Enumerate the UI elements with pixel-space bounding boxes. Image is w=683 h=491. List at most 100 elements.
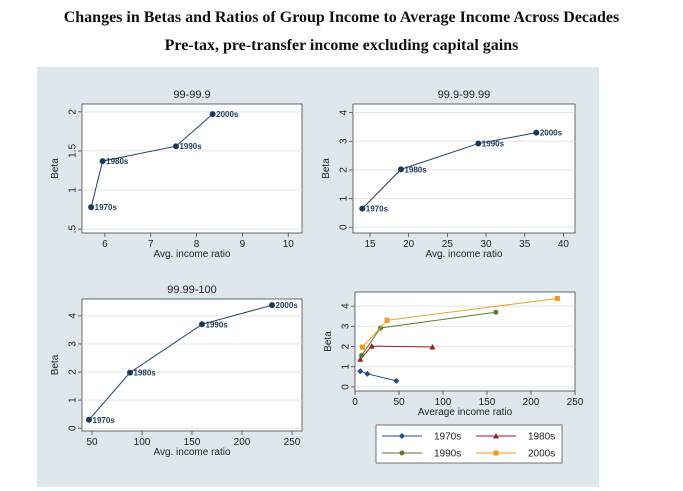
panel3-point-label: 2000s	[276, 301, 299, 310]
panel1-point-1970s	[88, 204, 95, 211]
legend-label-1970s: 1970s	[434, 432, 461, 443]
panel1-series-line	[90, 113, 213, 208]
figure-panel: .5 1 1.5 2 6 7 8 9 10 99-99.9 Avg. income ratio Bet…	[37, 67, 599, 487]
panel3-plot-area	[81, 298, 303, 432]
panel1-ytick-label: .5	[68, 224, 79, 233]
panel4-marker-1970s	[393, 377, 400, 384]
panel3-xtick-label: 200	[234, 437, 251, 448]
panel4-ytick-label: 0	[341, 384, 352, 390]
panel1-xtick-label: 9	[240, 239, 246, 250]
panel1-ytick-label: 1.5	[68, 144, 79, 158]
panel1-point-label: 1980s	[106, 157, 129, 166]
legend-box	[375, 424, 563, 464]
panel1-xlabel: Avg. income ratio	[153, 249, 231, 260]
panel2-point-1990s	[475, 140, 482, 147]
panel2-point-label: 2000s	[540, 129, 563, 138]
panel4-ytick-label: 4	[341, 303, 352, 309]
panel1-xtick-label: 7	[148, 239, 154, 250]
panel2-xtick-label: 25	[442, 239, 454, 250]
panel1-point-label: 1990s	[179, 142, 202, 151]
panel3-point-1980s	[127, 369, 133, 376]
panel4-marker-1980s	[368, 343, 375, 349]
panel4-ylabel: Beta	[323, 331, 334, 352]
legend-label-2000s: 2000s	[528, 449, 555, 460]
panel4-marker-1980s	[357, 356, 364, 362]
panel2-point-1970s	[359, 205, 366, 212]
panel2-xtick-label: 15	[364, 239, 376, 250]
panel4-marker-1980s	[429, 343, 436, 350]
panel3-series-line	[88, 304, 273, 421]
panel4-marker-1990s	[359, 352, 365, 358]
panel4-xtick-label: 200	[523, 397, 540, 408]
panel4-marker-1970s	[357, 368, 364, 375]
legend-swatch-marker-1970s	[399, 433, 405, 439]
panel1-xtick-label: 8	[194, 239, 200, 250]
panel2-xlabel: Avg. income ratio	[425, 249, 503, 260]
page-subtitle: Pre-tax, pre-transfer income excluding c…	[164, 37, 519, 54]
panel1-plot-area	[81, 103, 303, 234]
panel2-point-label: 1980s	[404, 165, 427, 174]
panel4-ytick-label: 2	[341, 343, 352, 349]
panel3-ylabel: Beta	[50, 354, 61, 375]
panel2-ylabel: Beta	[321, 158, 332, 179]
panel4-plot-area	[354, 291, 576, 392]
panel2-point-1980s	[397, 166, 404, 173]
panel4-ytick-label: 1	[341, 364, 352, 370]
panel3-ytick-label: 3	[68, 341, 79, 347]
panel2-ytick-label: 4	[339, 109, 350, 115]
panel2-xtick-label: 35	[519, 239, 531, 250]
panel3-point-label: 1970s	[93, 416, 116, 425]
panel4-xtick-label: 100	[435, 397, 452, 408]
panel2-series-line	[361, 132, 537, 209]
panel2-point-2000s	[533, 129, 540, 136]
legend-label-1990s: 1990s	[434, 449, 461, 460]
panel3-xtick-label: 250	[284, 437, 301, 448]
panel1-ylabel: Beta	[50, 158, 61, 179]
panel3-xtick-label: 50	[86, 437, 98, 448]
panel2-plot-area	[352, 103, 576, 234]
legend-label-1980s: 1980s	[528, 432, 555, 443]
legend-swatch-marker-1980s	[493, 433, 499, 439]
panel3-ytick-label: 4	[68, 313, 79, 319]
panel1-xtick-label: 10	[283, 239, 295, 250]
panel2-ytick-label: 3	[339, 138, 350, 144]
panel2-ytick-label: 1	[339, 195, 350, 201]
panel4-marker-2000s	[384, 317, 390, 323]
panel3-ytick-label: 1	[68, 397, 79, 403]
panel4-xtick-label: 250	[567, 397, 584, 408]
panel4-marker-1970s	[364, 370, 371, 377]
panel2-ytick-label: 2	[339, 167, 350, 173]
panel1-point-2000s	[209, 111, 216, 118]
legend-swatch-marker-2000s	[493, 450, 499, 456]
panel2-point-label: 1970s	[366, 205, 389, 214]
panel3-xlabel: Avg. income ratio	[153, 447, 231, 458]
legend-swatch-marker-1990s	[399, 450, 405, 456]
panel3-ytick-label: 0	[68, 425, 79, 431]
panel4-marker-2000s	[359, 344, 365, 350]
panel1-ytick-label: 1	[68, 187, 79, 193]
panel3-title: 99.99-100	[167, 284, 217, 296]
panel1-point-1980s	[99, 158, 106, 165]
panel2-point-label: 1990s	[482, 140, 505, 149]
panel3-point-1970s	[86, 416, 92, 423]
panel3-xtick-label: 150	[184, 437, 201, 448]
panel4-marker-1990s	[493, 309, 499, 315]
panel3-point-2000s	[269, 302, 275, 309]
panel1-title: 99-99.9	[173, 89, 210, 101]
panel3-ytick-label: 2	[68, 369, 79, 375]
panel1-point-1990s	[172, 143, 179, 150]
panel3-xtick-label: 100	[134, 437, 151, 448]
panel1-point-label: 1970s	[95, 203, 118, 212]
panel1-point-label: 2000s	[216, 110, 239, 119]
panel2-ytick-label: 0	[339, 224, 350, 230]
panel4-xlabel: Average income ratio	[418, 407, 513, 418]
panel2-xtick-label: 30	[480, 239, 492, 250]
panel2-title: 99.9-99.99	[438, 89, 491, 101]
panel4-marker-2000s	[554, 295, 560, 301]
panel1-ytick-label: 2	[68, 109, 79, 115]
panel4-xtick-label: 150	[479, 397, 496, 408]
panel3-point-1990s	[199, 321, 205, 328]
panel4-ytick-label: 3	[341, 323, 352, 329]
panel4-xtick-label: 50	[393, 397, 405, 408]
